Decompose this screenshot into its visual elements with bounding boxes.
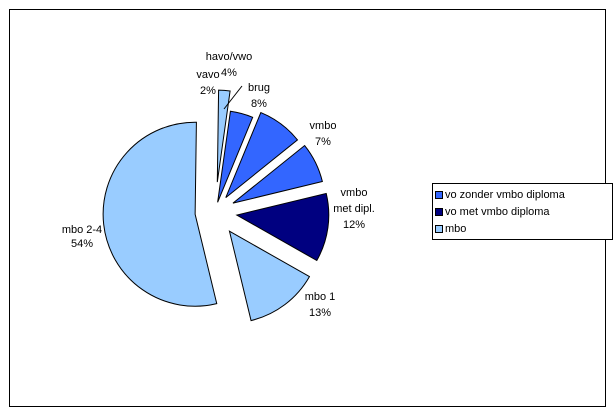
slice-label-4: mbo 1 13% — [305, 291, 336, 319]
pie-slice-2 — [232, 144, 323, 204]
legend-item-mbo: mbo — [435, 221, 612, 237]
pie-slice-4 — [228, 230, 311, 322]
legend-label: vo met vmbo diploma — [445, 206, 550, 218]
legend-item-vo-met-vmbo-diploma: vo met vmbo diploma — [435, 204, 612, 220]
slice-label-1: brug 8% — [248, 82, 270, 110]
slice-label-2: vmbo 7% — [310, 120, 337, 148]
slice-label-3: vmbo met dipl. 12% — [333, 187, 375, 231]
legend-item-vo-zonder-vmbo-diploma: vo zonder vmbo diploma — [435, 187, 612, 203]
legend-label: vo zonder vmbo diploma — [445, 189, 565, 201]
legend-swatch — [435, 208, 443, 216]
slice-label-6: vavo 2% — [196, 69, 219, 97]
slice-label-0: havo/vwo 4% — [206, 51, 252, 79]
legend-label: mbo — [445, 223, 467, 235]
pie-slice-1 — [225, 111, 299, 198]
pie-slice-3 — [235, 192, 330, 262]
legend-swatch — [435, 191, 443, 199]
leader-line — [223, 85, 243, 110]
legend: vo zonder vmbo diploma vo met vmbo diplo… — [432, 183, 613, 240]
pie-slice-0 — [217, 110, 254, 203]
legend-swatch — [435, 225, 443, 233]
pie-slice-5 — [102, 121, 218, 307]
slice-label-5: mbo 2-4 54% — [62, 224, 102, 250]
pie-slice-6 — [216, 89, 231, 183]
